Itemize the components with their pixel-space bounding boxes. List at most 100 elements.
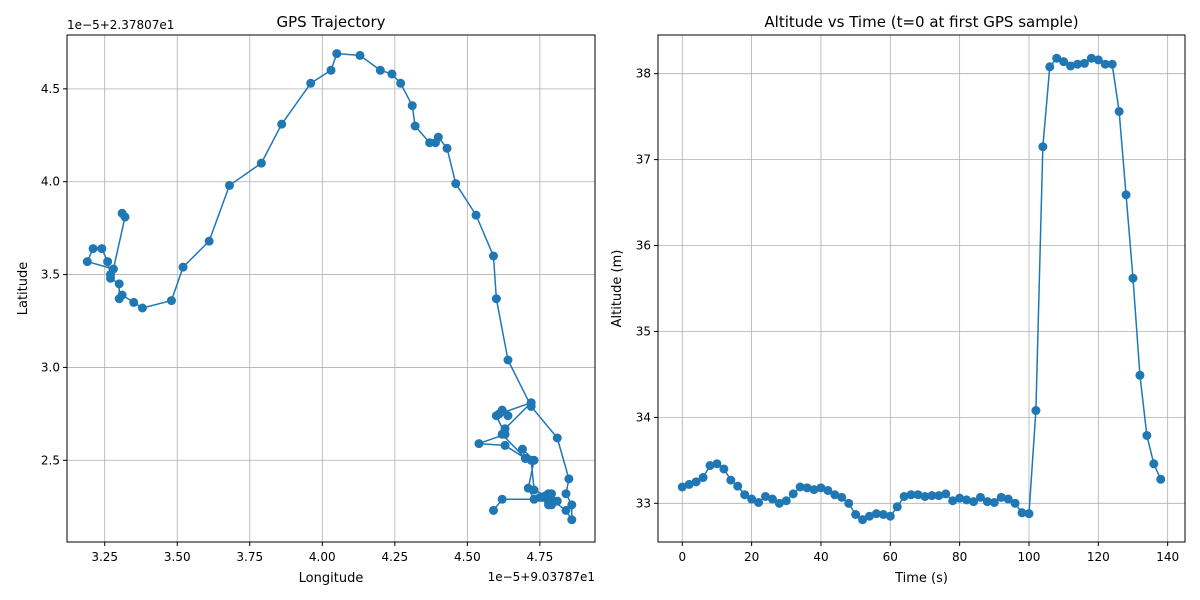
- data-point: [108, 264, 118, 274]
- data-point: [837, 492, 847, 502]
- chart-title: GPS Trajectory: [276, 13, 385, 31]
- data-point: [488, 505, 498, 515]
- data-point: [204, 236, 214, 246]
- data-point: [529, 485, 539, 495]
- data-point: [355, 50, 365, 60]
- y-tick-label: 3.0: [41, 360, 60, 374]
- y-axis-label: Altitude (m): [610, 250, 625, 328]
- data-point: [1031, 406, 1041, 416]
- data-point: [488, 251, 498, 261]
- data-point: [1142, 430, 1152, 440]
- data-point: [529, 494, 539, 504]
- data-point: [1003, 494, 1013, 504]
- data-point: [830, 490, 840, 500]
- y-axis-label: Latitude: [16, 262, 31, 316]
- data-point: [474, 439, 484, 449]
- data-point: [1156, 474, 1166, 484]
- data-point: [733, 481, 743, 491]
- x-tick-label: 3.75: [236, 550, 263, 564]
- x-tick-label: 120: [1087, 550, 1110, 564]
- data-point: [256, 158, 266, 168]
- data-point: [396, 78, 406, 88]
- data-point: [552, 496, 562, 506]
- data-point: [726, 475, 736, 485]
- x-tick-label: 4.50: [454, 550, 481, 564]
- data-point: [781, 496, 791, 506]
- y-tick-label: 4.0: [41, 175, 60, 189]
- y-tick-label: 35: [636, 324, 651, 338]
- data-point: [795, 482, 805, 492]
- data-point: [1073, 59, 1083, 69]
- y-tick-label: 37: [636, 153, 651, 167]
- data-point: [691, 477, 701, 487]
- data-point: [1100, 59, 1110, 69]
- x-tick-label: 3.25: [91, 550, 118, 564]
- data-point: [1114, 106, 1124, 116]
- data-point: [494, 409, 504, 419]
- data-point: [97, 244, 107, 254]
- data-point: [989, 497, 999, 507]
- data-point: [767, 494, 777, 504]
- x-tick-label: 0: [678, 550, 686, 564]
- data-point: [503, 411, 513, 421]
- data-point: [920, 491, 930, 501]
- chart-title: Altitude vs Time (t=0 at first GPS sampl…: [764, 13, 1078, 31]
- data-point: [166, 296, 176, 306]
- data-point: [1149, 459, 1159, 469]
- data-point: [851, 510, 861, 519]
- y-tick-label: 34: [636, 410, 651, 424]
- data-point: [117, 208, 127, 218]
- x-tick-label: 60: [883, 550, 898, 564]
- data-point: [451, 179, 461, 189]
- x-tick-label: 4.25: [381, 550, 408, 564]
- data-point: [178, 262, 188, 272]
- x-tick-label: 4.75: [527, 550, 554, 564]
- data-point: [982, 497, 992, 507]
- data-point: [899, 491, 909, 501]
- y-tick-label: 38: [636, 67, 651, 81]
- data-point: [913, 490, 923, 500]
- data-point: [1059, 57, 1069, 67]
- data-point: [906, 490, 916, 500]
- data-point: [552, 433, 562, 443]
- data-point: [503, 355, 513, 365]
- data-point: [526, 455, 536, 465]
- data-point: [740, 490, 750, 500]
- x-tick-label: 100: [1018, 550, 1041, 564]
- data-point: [224, 180, 234, 190]
- x-tick-label: 80: [952, 550, 967, 564]
- data-point: [955, 493, 965, 503]
- data-point: [774, 498, 784, 508]
- data-point: [816, 483, 826, 493]
- x-axis-label: Longitude: [299, 571, 364, 586]
- data-point: [1052, 53, 1062, 63]
- data-point: [387, 69, 397, 79]
- data-point: [969, 497, 979, 507]
- data-point: [277, 119, 287, 129]
- data-point: [1024, 509, 1034, 519]
- data-point: [1135, 370, 1145, 380]
- x-tick-label: 3.50: [164, 550, 191, 564]
- data-point: [129, 297, 139, 307]
- data-point: [684, 479, 694, 489]
- x-tick-label: 20: [744, 550, 759, 564]
- axes-frame: [657, 34, 1186, 543]
- data-point: [1086, 53, 1096, 63]
- data-point: [754, 497, 764, 507]
- data-point: [996, 492, 1006, 502]
- data-point: [306, 78, 316, 88]
- data-point: [1079, 58, 1089, 68]
- y-tick-label: 4.5: [41, 82, 60, 96]
- data-point: [491, 294, 501, 304]
- data-point: [934, 491, 944, 501]
- data-point: [1017, 508, 1027, 518]
- data-point: [871, 509, 881, 519]
- data-point: [712, 459, 722, 469]
- data-point: [114, 294, 124, 304]
- x-offset-label: 1e−5+9.03787e1: [488, 570, 595, 584]
- data-point: [975, 492, 985, 502]
- data-point: [698, 473, 708, 483]
- data-point: [878, 510, 888, 519]
